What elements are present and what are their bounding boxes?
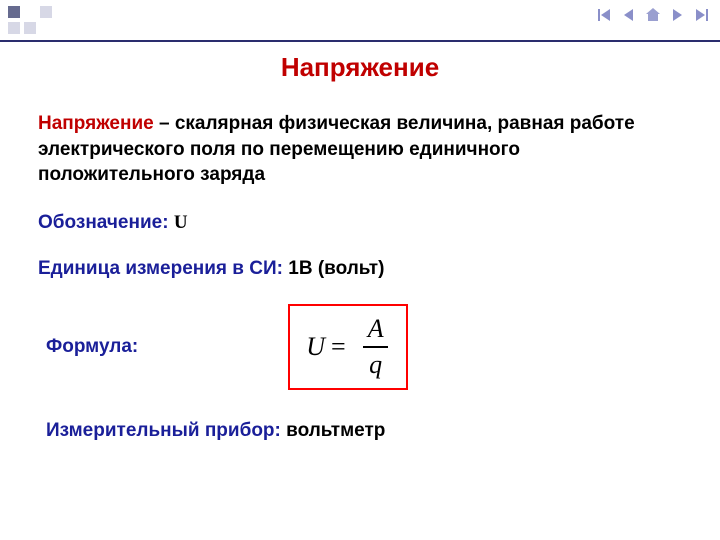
unit-line: Единица измерения в СИ: 1В (вольт) [38,258,682,280]
nav-last-icon[interactable] [690,4,712,26]
instrument-label: Измерительный прибор: [46,420,286,441]
definition-sep: – [154,113,175,134]
nav-next-icon[interactable] [666,4,688,26]
instrument-value: вольтметр [286,420,385,441]
nav-first-icon[interactable] [594,4,616,26]
formula-fraction: A q [362,314,390,380]
formula-denominator: q [363,346,388,380]
formula-box: U = A q [288,304,407,390]
nav-prev-icon[interactable] [618,4,640,26]
formula-numerator: A [362,314,390,346]
definition-paragraph: Напряжение – скалярная физическая величи… [38,111,682,188]
designation-line: Обозначение: U [38,212,682,234]
decorative-squares [8,6,52,34]
unit-label: Единица измерения в СИ: [38,258,288,279]
definition-term: Напряжение [38,113,154,134]
nav-home-icon[interactable] [642,4,664,26]
formula-label: Формула: [46,336,138,358]
designation-value: U [174,212,188,233]
slide-content: Напряжение Напряжение – скалярная физиче… [38,52,682,442]
instrument-line: Измерительный прибор: вольтметр [46,420,682,442]
formula-equals: = [331,332,346,362]
page-title: Напряжение [38,52,682,83]
formula-lhs: U [306,332,325,362]
nav-bar [594,4,712,26]
formula-row: Формула: U = A q [38,304,682,390]
designation-label: Обозначение: [38,212,174,233]
header-divider [0,40,720,42]
unit-value: 1В (вольт) [288,258,384,279]
